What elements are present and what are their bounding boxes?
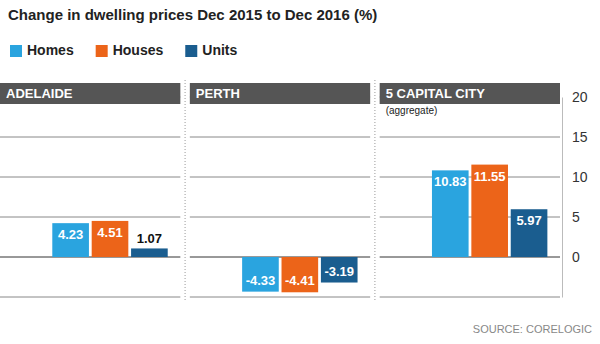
y-axis-line bbox=[562, 98, 563, 298]
legend: Homes Houses Units bbox=[10, 42, 237, 58]
range-bottom-line bbox=[190, 297, 370, 298]
y-tick: 15 bbox=[562, 129, 588, 145]
bar bbox=[131, 248, 168, 257]
annotation: (aggregate) bbox=[386, 105, 438, 116]
grid-line bbox=[190, 217, 370, 218]
grid-line bbox=[0, 177, 180, 178]
grid-line bbox=[190, 137, 370, 138]
y-tick-label: 0 bbox=[572, 249, 580, 265]
data-label: 4.23 bbox=[58, 227, 83, 242]
bar bbox=[432, 170, 469, 257]
y-tick-label: 10 bbox=[572, 169, 588, 185]
frame bbox=[0, 80, 560, 301]
y-tick: 20 bbox=[562, 89, 588, 105]
legend-swatch bbox=[96, 45, 108, 57]
source: SOURCE: CORELOGIC bbox=[473, 323, 592, 335]
data-label: -4.33 bbox=[246, 273, 276, 288]
data-label: 10.83 bbox=[434, 174, 467, 189]
data-label: 4.51 bbox=[97, 225, 122, 240]
legend-item: Homes bbox=[10, 42, 74, 58]
y-tick-label: 5 bbox=[572, 209, 580, 225]
data-labels: 4.23 -4.33 10.83 4.51 -4.41 11.55 1.07 -3.19 5.9… bbox=[58, 169, 542, 289]
panel-header: ADELAIDE bbox=[6, 86, 73, 101]
y-tick: 10 bbox=[562, 169, 588, 185]
y-axis: 0 5 10 15 20 bbox=[562, 89, 588, 298]
grid bbox=[0, 97, 560, 257]
panel-header-bg bbox=[380, 83, 560, 104]
range-bottom-line bbox=[380, 297, 560, 298]
data-label: 1.07 bbox=[137, 231, 162, 246]
grid-line bbox=[380, 137, 560, 138]
data-label: -3.19 bbox=[324, 264, 354, 279]
y-tick-label: 20 bbox=[572, 89, 588, 105]
y-tick: 5 bbox=[562, 209, 580, 225]
grid-line bbox=[0, 217, 180, 218]
bar bbox=[282, 257, 319, 292]
bar bbox=[52, 223, 89, 257]
bar bbox=[511, 209, 548, 257]
panel-header: PERTH bbox=[196, 86, 240, 101]
panel-divider bbox=[374, 80, 375, 301]
range-bottom-line bbox=[0, 297, 180, 298]
data-label: 5.97 bbox=[516, 213, 541, 228]
chart-root: Change in dwelling prices Dec 2015 to De… bbox=[0, 0, 600, 344]
data-label: -4.41 bbox=[285, 273, 315, 288]
legend-label: Houses bbox=[113, 42, 164, 58]
grid-line bbox=[0, 137, 180, 138]
panel-headers: ADELAIDE PERTH 5 CAPITAL CITY (aggregate) bbox=[0, 83, 560, 116]
bar bbox=[321, 257, 358, 283]
y-tick-label: 15 bbox=[572, 129, 588, 145]
panel-header-bg bbox=[190, 83, 370, 104]
bar bbox=[471, 165, 508, 257]
panel-divider bbox=[185, 80, 186, 301]
panel-header-bg bbox=[0, 83, 180, 104]
grid-line bbox=[380, 177, 560, 178]
bars bbox=[52, 165, 547, 293]
bar bbox=[242, 257, 279, 292]
chart-title: Change in dwelling prices Dec 2015 to De… bbox=[8, 6, 377, 23]
legend-item: Houses bbox=[96, 42, 164, 58]
panel-header: 5 CAPITAL CITY bbox=[386, 86, 486, 101]
legend-swatch bbox=[10, 45, 22, 57]
y-tick: 0 bbox=[562, 249, 580, 265]
legend-swatch bbox=[185, 45, 197, 57]
legend-label: Homes bbox=[27, 42, 74, 58]
data-label: 11.55 bbox=[474, 169, 506, 184]
legend-label: Units bbox=[202, 42, 237, 58]
bar bbox=[92, 221, 129, 257]
legend-item: Units bbox=[185, 42, 237, 58]
grid-line bbox=[190, 177, 370, 178]
